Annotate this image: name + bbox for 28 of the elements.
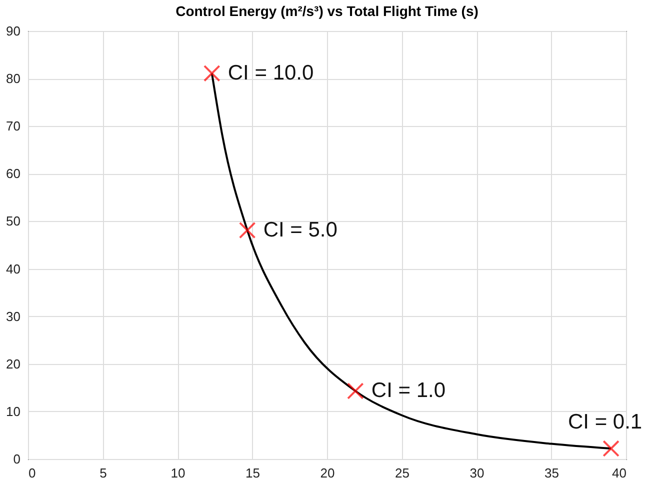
y-tick-label: 50 bbox=[6, 214, 20, 229]
annotation: CI = 10.0 bbox=[228, 61, 314, 84]
annotation: CI = 0.1 bbox=[568, 410, 642, 434]
chart-title: Control Energy (m²/s³) vs Total Flight Time (s) bbox=[176, 3, 478, 19]
x-tick-label: 25 bbox=[395, 466, 410, 480]
x-tick-label: 0 bbox=[28, 466, 36, 480]
y-tick-label: 30 bbox=[6, 308, 20, 324]
x-tick-label: 40 bbox=[612, 466, 626, 480]
y-tick-label: 10 bbox=[6, 404, 20, 419]
annotation: CI = 1.0 bbox=[371, 378, 446, 402]
annotation: CI = 5.0 bbox=[263, 218, 338, 242]
x-tick-label: 30 bbox=[470, 466, 484, 480]
x-tick-label: 35 bbox=[544, 466, 559, 480]
y-tick-label: 60 bbox=[6, 166, 20, 182]
y-tick-label: 0 bbox=[13, 452, 20, 466]
y-tick-label: 70 bbox=[6, 118, 20, 134]
x-tick-label: 15 bbox=[246, 466, 260, 480]
x-tick-label: 5 bbox=[100, 466, 107, 480]
x-tick-label: 20 bbox=[320, 466, 335, 480]
x-tick-label: 10 bbox=[170, 466, 186, 480]
point bbox=[238, 222, 256, 239]
y-tick-label: 40 bbox=[6, 261, 20, 276]
y-tick-label: 90 bbox=[6, 24, 20, 38]
y-tick-label: 80 bbox=[6, 71, 20, 86]
point bbox=[203, 64, 220, 82]
point bbox=[346, 382, 364, 400]
point bbox=[602, 440, 620, 457]
y-tick-label: 20 bbox=[6, 356, 20, 372]
